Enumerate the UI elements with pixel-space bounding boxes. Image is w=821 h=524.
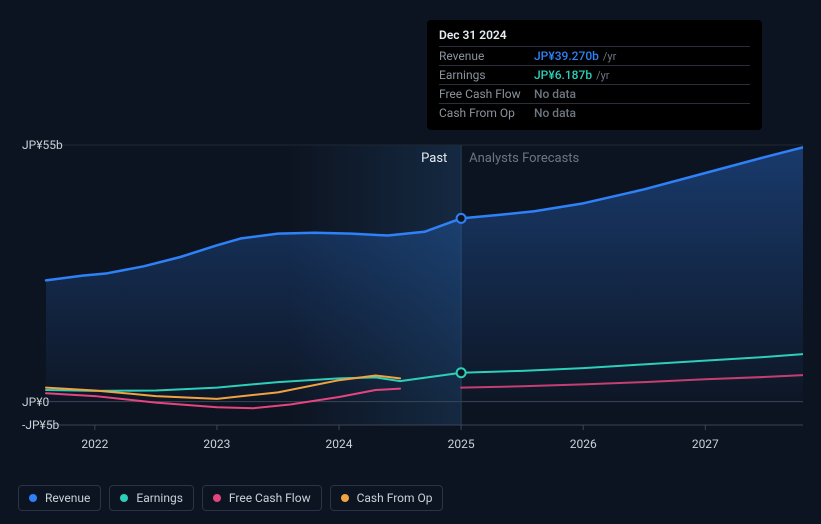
- legend-dot-icon: [213, 494, 221, 502]
- tooltip-date: Dec 31 2024: [439, 28, 750, 46]
- y-axis-label: JP¥0: [22, 395, 49, 409]
- legend-label: Earnings: [136, 491, 183, 505]
- legend-label: Free Cash Flow: [229, 491, 311, 505]
- tooltip-row: Free Cash FlowNo data: [439, 84, 750, 103]
- x-axis-label: 2025: [448, 437, 475, 451]
- x-axis-label: 2022: [81, 437, 108, 451]
- tooltip-unit: /yr: [596, 69, 609, 82]
- tooltip-row: Cash From OpNo data: [439, 103, 750, 122]
- tooltip-label: Free Cash Flow: [439, 87, 534, 101]
- tooltip-unit: /yr: [603, 50, 616, 63]
- tooltip-label: Earnings: [439, 68, 534, 82]
- legend-dot-icon: [29, 494, 37, 502]
- tooltip-label: Revenue: [439, 49, 534, 63]
- y-axis-label: JP¥55b: [22, 138, 63, 152]
- tooltip-row: RevenueJP¥39.270b/yr: [439, 46, 750, 65]
- tooltip-value: JP¥39.270b: [534, 49, 599, 63]
- legend-item[interactable]: Free Cash Flow: [202, 485, 322, 511]
- tooltip-value: JP¥6.187b: [534, 68, 592, 82]
- x-axis-label: 2023: [203, 437, 230, 451]
- legend-item[interactable]: Cash From Op: [330, 485, 444, 511]
- chart-legend: Revenue Earnings Free Cash Flow Cash From O…: [18, 485, 443, 511]
- legend-label: Revenue: [45, 491, 90, 505]
- legend-dot-icon: [120, 494, 128, 502]
- tooltip-row: EarningsJP¥6.187b/yr: [439, 65, 750, 84]
- legend-item[interactable]: Earnings: [109, 485, 194, 511]
- x-axis-label: 2024: [326, 437, 353, 451]
- tooltip-label: Cash From Op: [439, 106, 534, 120]
- forecast-region-label: Analysts Forecasts: [469, 151, 579, 166]
- tooltip-value: No data: [534, 106, 576, 120]
- chart-tooltip: Dec 31 2024 RevenueJP¥39.270b/yrEarnings…: [427, 20, 762, 130]
- past-region-label: Past: [421, 151, 447, 166]
- x-axis-label: 2026: [570, 437, 597, 451]
- legend-label: Cash From Op: [357, 491, 433, 505]
- tooltip-value: No data: [534, 87, 576, 101]
- financials-chart[interactable]: JP¥55b JP¥0 -JP¥5b 2022 2023 2024 2025 2026 2027…: [18, 125, 803, 470]
- legend-dot-icon: [341, 494, 349, 502]
- legend-item[interactable]: Revenue: [18, 485, 101, 511]
- y-axis-label: -JP¥5b: [22, 418, 59, 432]
- x-axis-label: 2027: [692, 437, 719, 451]
